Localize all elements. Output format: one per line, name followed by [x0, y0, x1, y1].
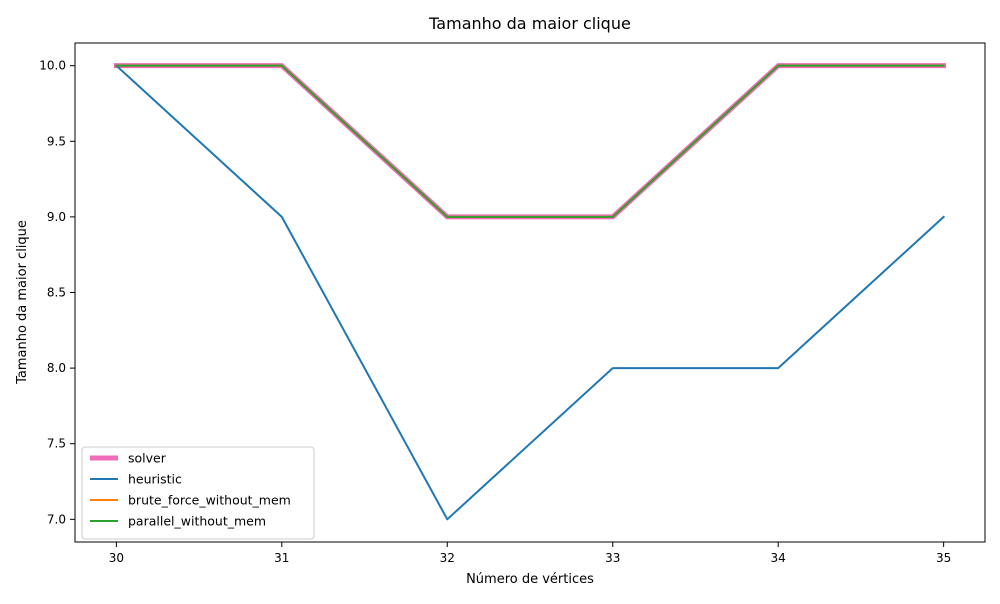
y-tick-label: 9.5: [47, 134, 66, 148]
y-tick-label: 8.0: [47, 361, 66, 375]
y-tick-label: 7.0: [47, 512, 66, 526]
series-lines: [113, 63, 947, 521]
series-line-heuristic: [114, 64, 946, 521]
x-tick-label: 33: [605, 551, 620, 565]
y-tick-label: 9.0: [47, 210, 66, 224]
y-axis-label: Tamanho da maior clique: [15, 220, 30, 385]
x-axis-label: Número de vértices: [466, 572, 594, 587]
x-tick-label: 30: [109, 551, 124, 565]
x-tick-label: 32: [440, 551, 455, 565]
y-tick-label: 7.5: [47, 437, 66, 451]
x-tick-label: 31: [274, 551, 289, 565]
legend-label: solver: [128, 451, 167, 466]
legend-box: [81, 446, 315, 540]
y-axis: 7.0 7.5 8.0 8.5 9.0 9.5 10.0: [39, 59, 75, 526]
legend-label: brute_force_without_mem: [128, 493, 291, 508]
series-line-brute-force-without-mem: [115, 64, 945, 218]
x-tick-label: 35: [936, 551, 951, 565]
legend-label: parallel_without_mem: [128, 514, 266, 529]
series-line-parallel-without-mem: [115, 64, 945, 218]
x-tick-label: 34: [771, 551, 786, 565]
x-axis: 30 31 32 33 34 35: [109, 542, 951, 565]
legend: solver heuristic brute_force_without_mempa…: [81, 446, 315, 540]
y-tick-label: 10.0: [39, 59, 66, 73]
legend-label: heuristic: [128, 472, 182, 487]
y-tick-label: 8.5: [47, 286, 66, 300]
series-line-solver: [113, 63, 947, 220]
chart-title: Tamanho da maior clique: [428, 14, 631, 33]
